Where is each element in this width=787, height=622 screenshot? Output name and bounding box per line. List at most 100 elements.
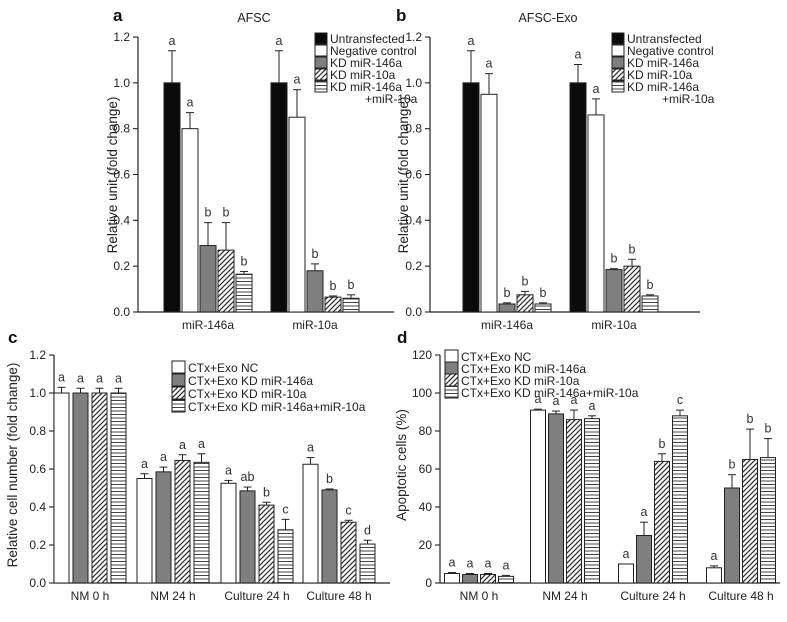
bar (288, 116, 306, 313)
bar (302, 463, 319, 584)
significance-label: b (241, 254, 248, 268)
bar (163, 82, 181, 313)
x-category-label: NM 0 h (460, 589, 499, 603)
significance-label: a (623, 547, 630, 561)
legend-label: CTx+Exo KD miR-146a (461, 362, 586, 376)
significance-label: a (160, 450, 167, 464)
bar (623, 265, 641, 313)
legend-swatch (314, 32, 328, 45)
legend-label: CTx+Exo KD miR-10a (461, 374, 580, 388)
significance-label: a (535, 392, 542, 406)
y-tick-label: 0.6 (113, 168, 130, 182)
x-category-label: NM 24 h (150, 589, 195, 603)
bar (199, 245, 217, 313)
bar (569, 82, 587, 313)
legend-label: Negative control (330, 44, 417, 58)
y-tick-label: 1.2 (113, 30, 130, 44)
legend-swatch (611, 56, 625, 69)
legend-swatch (171, 399, 186, 413)
significance-label: b (522, 274, 529, 288)
legend-label: CTx+Exo KD miR-146a+miR-10a (188, 400, 366, 414)
legend-swatch (314, 80, 328, 93)
bar (258, 504, 275, 584)
legend-label: KD miR-10a (330, 68, 396, 82)
legend-swatch (444, 373, 459, 387)
bar (181, 128, 199, 313)
legend-label: KD miR-146a (627, 56, 699, 70)
bar (480, 93, 498, 313)
x-category-label: NM 0 h (71, 589, 110, 603)
legend-swatch (171, 360, 186, 374)
significance-label: b (504, 286, 511, 300)
bar (760, 457, 776, 584)
bar (235, 273, 253, 313)
bar (584, 418, 600, 584)
panel-b-title: AFSC-Exo (518, 11, 577, 25)
bar (306, 270, 324, 313)
x-category-label: NM 24 h (542, 589, 587, 603)
x-category-label: miR-10a (292, 318, 338, 332)
significance-label: b (540, 286, 547, 300)
y-tick-label: 0.0 (405, 305, 422, 319)
y-tick-label: 100 (412, 386, 432, 400)
bar (498, 303, 516, 313)
bar (462, 573, 478, 584)
bar (359, 543, 376, 584)
y-tick-label: 0.2 (113, 259, 130, 273)
bar (566, 419, 582, 584)
bar (587, 114, 605, 313)
legend-label: Negative control (627, 44, 714, 58)
legend-swatch (444, 361, 459, 375)
significance-label: c (345, 503, 351, 517)
panel-c-plot: 0.00.20.40.60.81.01.2a a a aNM 0 ha aa aNM 24… (29, 348, 390, 603)
bar (636, 535, 652, 584)
legend-label: KD miR-146a (330, 56, 402, 70)
panel-d-letter: d (397, 328, 407, 347)
legend-label: KD miR-10a (627, 68, 693, 82)
significance-label: b (611, 252, 618, 266)
bar (742, 459, 758, 584)
x-category-label: Culture 48 h (708, 589, 773, 603)
significance-label: b (326, 472, 333, 486)
legend-label: CTx+Exo NC (461, 350, 532, 364)
legend-swatch (611, 32, 625, 45)
bar (605, 269, 623, 313)
legend-label: KD miR-146a (627, 80, 699, 94)
y-tick-label: 0.0 (29, 576, 46, 590)
significance-label: a (294, 73, 301, 87)
y-tick-label: 0.2 (405, 259, 422, 273)
significance-label: a (115, 371, 122, 385)
significance-label: a (503, 558, 510, 572)
panel-b-plot: 0.00.20.40.60.81.01.2 aabbbmiR-146aaabbbm… (405, 30, 700, 332)
significance-label: a (307, 441, 314, 455)
significance-label: a (198, 437, 205, 451)
y-tick-label: 1.0 (29, 386, 46, 400)
bar (53, 392, 70, 584)
bar (724, 487, 740, 584)
legend-swatch (314, 44, 328, 57)
bar (174, 459, 191, 584)
bar (444, 573, 460, 584)
legend-swatch (611, 44, 625, 57)
bar (110, 392, 127, 584)
significance-label: a (553, 394, 560, 408)
significance-label: a (589, 399, 596, 413)
x-category-label: miR-10a (591, 318, 637, 332)
significance-label: a (485, 557, 492, 571)
bar (618, 563, 634, 584)
significance-label: a (593, 82, 600, 96)
significance-label: a (77, 371, 84, 385)
legend-swatch (171, 373, 186, 387)
x-category-label: miR-146a (182, 318, 234, 332)
significance-label: d (364, 523, 371, 537)
y-tick-label: 0.6 (29, 462, 46, 476)
legend-swatch (444, 385, 459, 399)
significance-label: a (141, 457, 148, 471)
y-tick-label: 0.8 (29, 424, 46, 438)
bar (654, 460, 670, 584)
